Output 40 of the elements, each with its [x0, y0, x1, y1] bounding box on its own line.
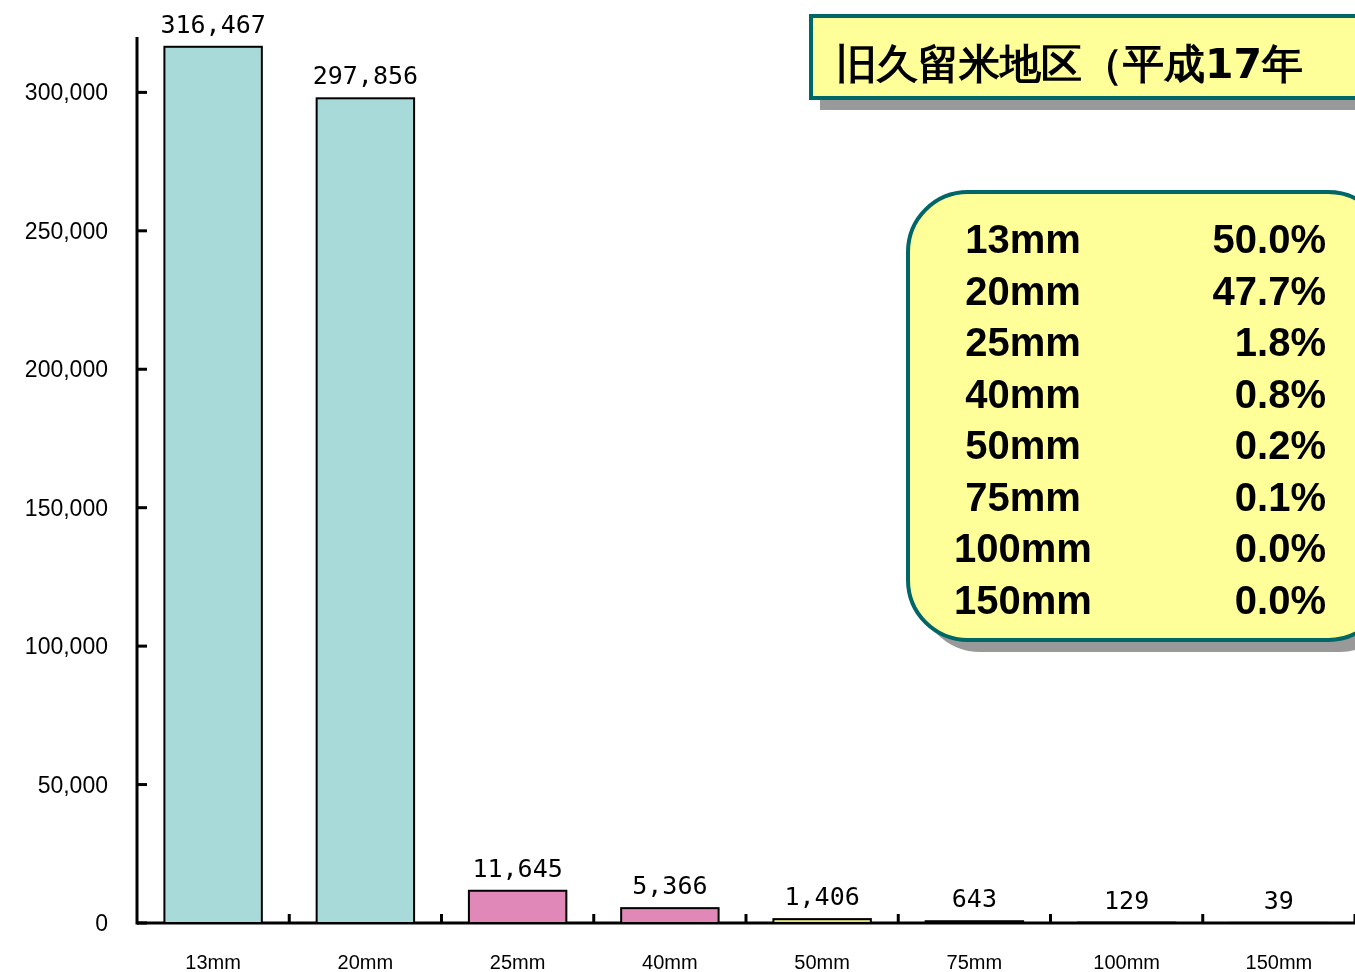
data-label: 11,645: [472, 853, 563, 883]
x-tick-label: 20mm: [337, 951, 394, 972]
annotation: 47.7%: [1212, 268, 1326, 313]
annotation: 50mm: [965, 423, 1081, 467]
y-tick-label: 150,000: [24, 494, 108, 521]
data-label: 643: [951, 884, 997, 914]
x-tick-label: 150mm: [1245, 951, 1313, 972]
y-tick-label: 250,000: [24, 217, 108, 244]
annotation: 0.8%: [1234, 371, 1326, 416]
data-label: 129: [1104, 885, 1150, 915]
y-tick-label: 0: [95, 910, 108, 936]
y-tick-label: 200,000: [24, 356, 108, 383]
data-label: 5,366: [632, 871, 708, 901]
annotation: 0.0%: [1234, 577, 1326, 622]
annotation: 25mm: [965, 320, 1081, 364]
annotation: 13mm: [965, 217, 1081, 261]
x-tick-label: 40mm: [642, 951, 698, 972]
data-label: 297,856: [312, 61, 419, 91]
y-tick-label: 50,000: [37, 771, 108, 798]
annotation: 100mm: [954, 526, 1092, 570]
annotation: 20mm: [965, 268, 1081, 313]
annotation: 50.0%: [1212, 217, 1326, 261]
annotation: 1.8%: [1234, 320, 1326, 364]
data-label: 316,467: [160, 9, 266, 39]
data-label: 39: [1263, 885, 1294, 915]
annotation: 150mm: [954, 577, 1092, 622]
x-tick-label: 50mm: [794, 951, 850, 972]
annotation: 75mm: [965, 474, 1081, 519]
x-tick-label: 100mm: [1093, 951, 1160, 972]
x-tick-label: 13mm: [185, 951, 241, 972]
y-tick-label: 100,000: [24, 633, 108, 660]
y-tick-label: 300,000: [24, 79, 108, 106]
chart-title: 旧久留米地区（平成17年: [836, 40, 1304, 88]
annotation: 0.2%: [1234, 423, 1326, 467]
annotation: 0.0%: [1234, 526, 1326, 570]
x-tick-label: 25mm: [489, 951, 546, 972]
annotation: 0.1%: [1234, 474, 1326, 519]
annotation: 40mm: [965, 371, 1081, 416]
x-tick-label: 75mm: [946, 951, 1003, 972]
data-label: 1,406: [784, 882, 860, 912]
